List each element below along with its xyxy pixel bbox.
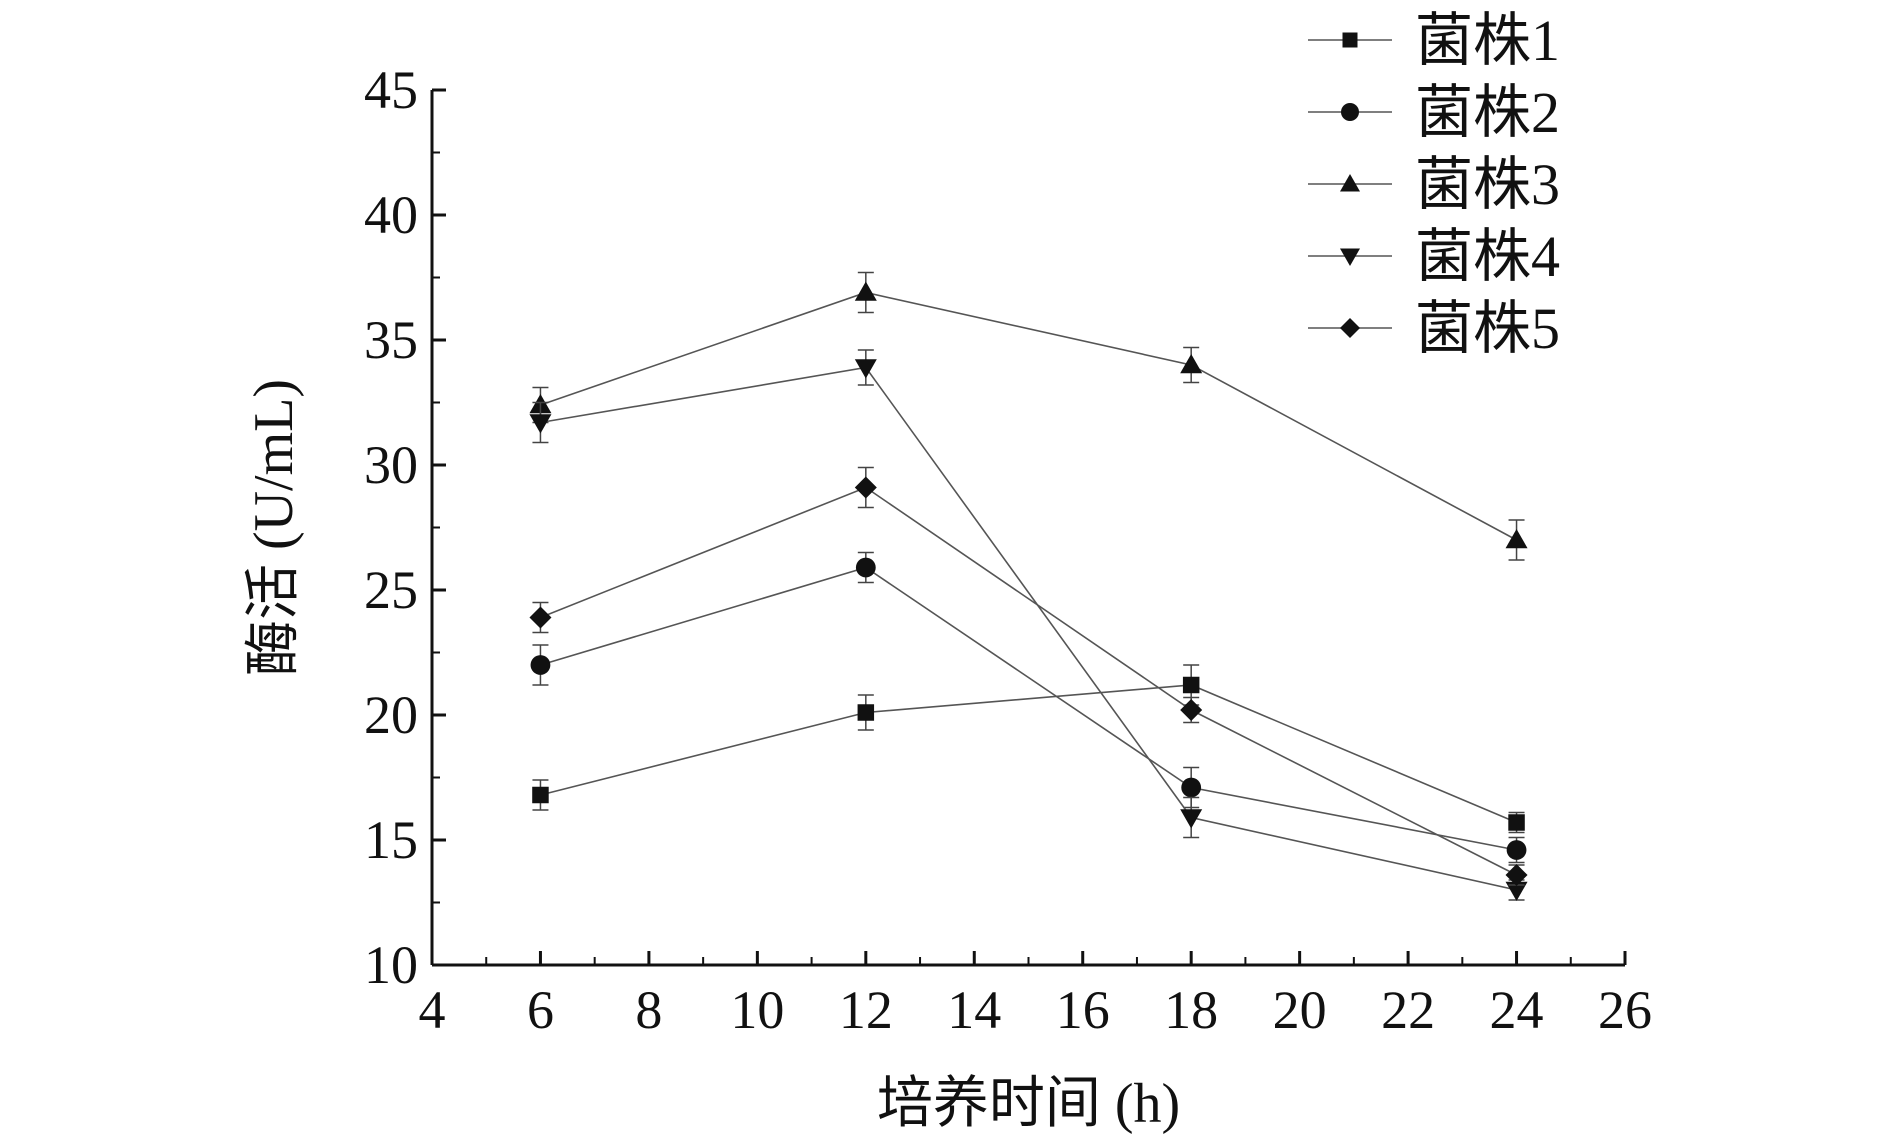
data-point xyxy=(1181,777,1202,798)
data-point xyxy=(532,786,549,804)
y-tick-label: 40 xyxy=(364,185,418,245)
legend-label: 菌株2 xyxy=(1415,80,1560,145)
series-5 xyxy=(529,466,1528,886)
x-tick-label: 18 xyxy=(1164,980,1218,1040)
legend-marker xyxy=(1340,318,1360,338)
data-point xyxy=(1506,840,1527,860)
legend-marker xyxy=(1340,174,1360,192)
legend: 菌株1 菌株2 菌株3 菌株4 菌株5 xyxy=(1308,8,1560,361)
legend-item-3: 菌株3 xyxy=(1308,152,1560,217)
series-line xyxy=(540,566,1517,851)
legend-marker xyxy=(1341,103,1359,121)
data-point xyxy=(1505,864,1528,886)
x-tick-label: 26 xyxy=(1598,980,1652,1040)
legend-item-5: 菌株5 xyxy=(1308,296,1560,361)
legend-marker xyxy=(1342,32,1358,48)
y-tick-label: 30 xyxy=(364,435,418,495)
series-line xyxy=(540,684,1517,824)
axes: 4 6 8 10 12 14 16 18 20 22 24 26 10 15 20 25 30 35 40 45 xyxy=(364,60,1652,1040)
data-point xyxy=(854,281,877,301)
data-point xyxy=(1505,881,1528,901)
x-tick-label: 14 xyxy=(947,980,1001,1040)
x-tick-label: 12 xyxy=(839,980,893,1040)
data-point xyxy=(530,655,551,675)
legend-item-2: 菌株2 xyxy=(1308,80,1560,145)
data-point xyxy=(855,557,876,578)
x-tick-label: 22 xyxy=(1381,980,1435,1040)
series-1 xyxy=(532,664,1525,834)
data-point xyxy=(1505,529,1528,549)
data-point xyxy=(854,359,877,379)
y-tick-label: 10 xyxy=(364,935,418,995)
y-tick-label: 35 xyxy=(364,310,418,370)
data-point xyxy=(1508,814,1525,831)
series-area xyxy=(529,271,1528,901)
data-point xyxy=(529,414,552,434)
x-axis-title: 培养时间 (h) xyxy=(877,1073,1180,1135)
data-point xyxy=(854,476,877,499)
y-tick-label: 45 xyxy=(364,60,418,120)
x-tick-label: 24 xyxy=(1490,980,1544,1040)
x-tick-label: 20 xyxy=(1273,980,1327,1040)
data-point xyxy=(529,606,552,629)
legend-item-1: 菌株1 xyxy=(1308,8,1560,73)
legend-item-4: 菌株4 xyxy=(1308,224,1560,289)
x-tick-label: 8 xyxy=(635,980,662,1040)
data-point xyxy=(857,704,875,721)
data-point xyxy=(1180,354,1203,374)
x-tick-label: 6 xyxy=(527,980,554,1040)
series-3 xyxy=(529,271,1528,561)
x-tick-label: 16 xyxy=(1056,980,1110,1040)
x-tick-label: 4 xyxy=(419,980,446,1040)
x-tick-label: 10 xyxy=(730,980,784,1040)
data-point xyxy=(1180,699,1203,721)
y-tick-label: 25 xyxy=(364,560,418,620)
series-4 xyxy=(529,349,1528,901)
series-line xyxy=(540,486,1517,876)
legend-label: 菌株1 xyxy=(1415,8,1560,73)
series-line xyxy=(540,291,1517,541)
legend-marker xyxy=(1340,248,1360,266)
legend-label: 菌株3 xyxy=(1415,152,1560,217)
legend-label: 菌株4 xyxy=(1415,224,1560,289)
y-tick-label: 20 xyxy=(364,685,418,745)
legend-label: 菌株5 xyxy=(1415,296,1560,361)
series-line xyxy=(540,366,1517,891)
y-tick-label: 15 xyxy=(364,810,418,870)
data-point xyxy=(1182,676,1200,694)
y-axis-title: 酶活 (U/mL) xyxy=(243,379,305,676)
data-point xyxy=(1180,809,1203,829)
